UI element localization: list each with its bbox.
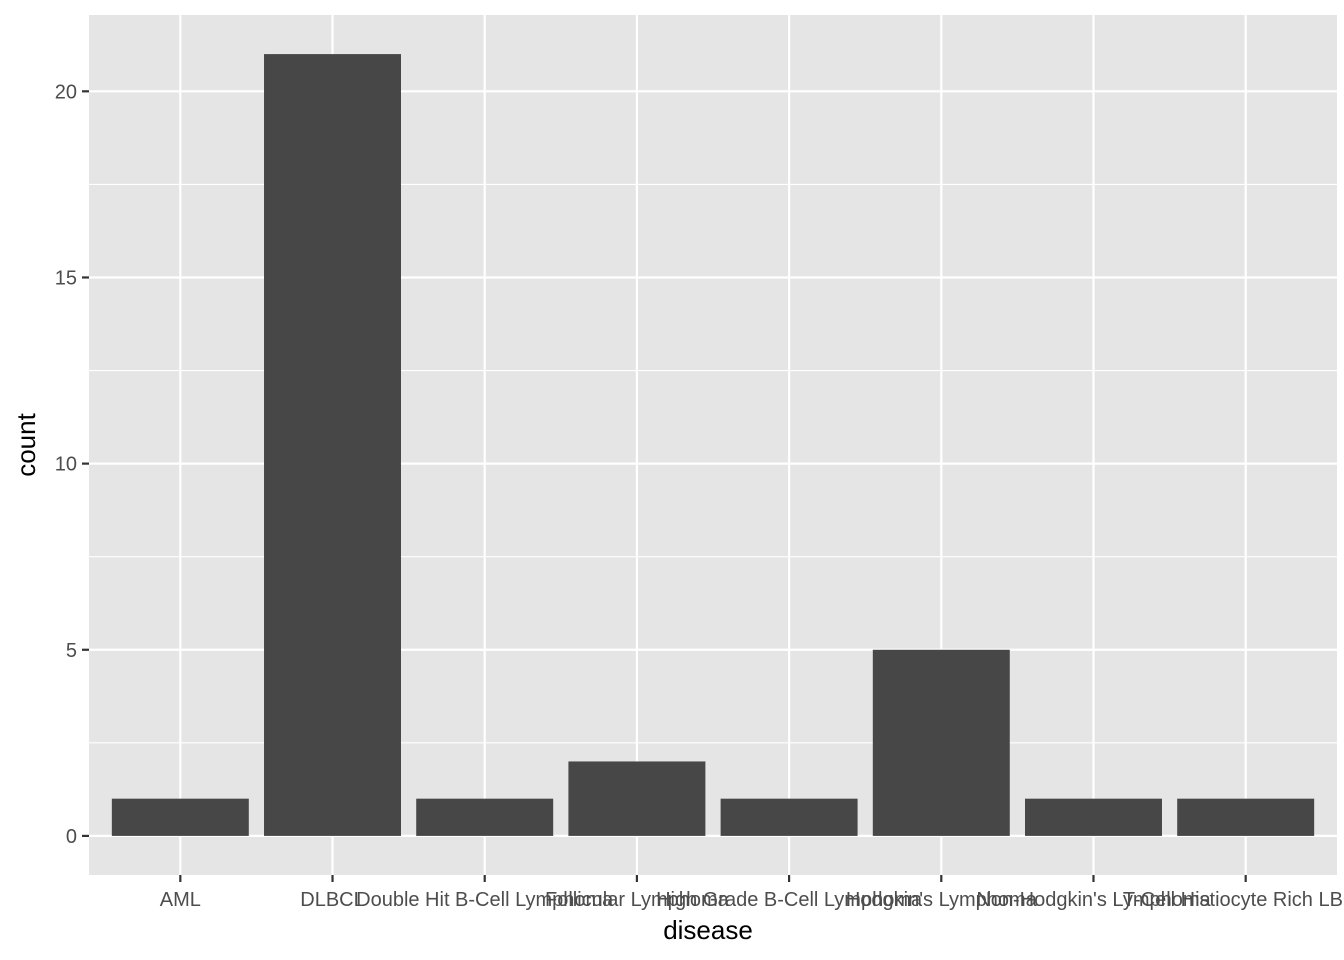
bar — [416, 798, 554, 836]
x-tick-label: High Grade B-Cell Lymphoma — [656, 889, 923, 911]
x-tick-label: Non-Hodgkin's Lymphoma — [976, 889, 1211, 911]
x-tick-label: T-Cell Histiocyte Rich LBCL — [1123, 889, 1344, 911]
x-axis-title: disease — [663, 915, 753, 945]
x-tick-label: Double Hit B-Cell Lymphoma — [356, 889, 614, 911]
y-axis: 0 5 10 15 20 — [55, 81, 89, 848]
y-tick-label: 0 — [66, 826, 77, 848]
bar — [872, 649, 1010, 836]
y-axis-title: count — [11, 412, 41, 476]
bar — [1025, 798, 1162, 836]
x-tick-label: Hodgkin's Lymphoma — [846, 889, 1038, 911]
x-tick-label: AML — [160, 889, 201, 911]
bar — [568, 761, 706, 836]
y-tick-label: 20 — [55, 81, 77, 103]
x-tick-label: DLBCL — [300, 889, 364, 911]
bar — [720, 798, 858, 836]
bar — [111, 798, 249, 836]
y-tick-label: 15 — [55, 267, 77, 289]
bar — [1177, 798, 1315, 836]
x-tick-label: Follicular Lymphoma — [545, 889, 730, 911]
bars — [111, 54, 1315, 836]
y-tick-label: 10 — [55, 454, 77, 476]
bar — [264, 54, 401, 836]
y-tick-label: 5 — [66, 640, 77, 662]
